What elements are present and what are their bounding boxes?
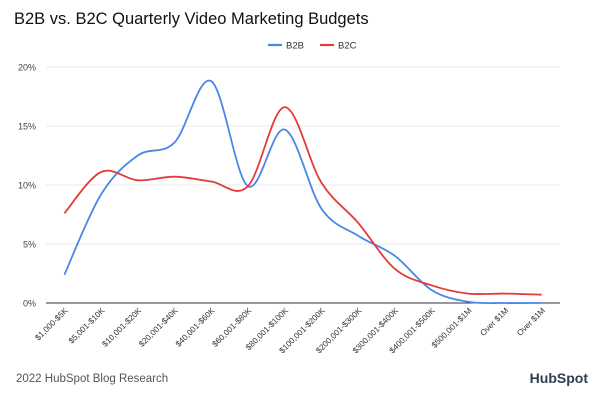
y-tick-label: 15%	[18, 122, 36, 132]
chart-title: B2B vs. B2C Quarterly Video Marketing Bu…	[14, 10, 369, 28]
series-line-b2b	[63, 79, 542, 305]
line-chart: 0%5%10%15%20%$1,000-$5K$5,001-$10K$10,00…	[18, 41, 560, 355]
y-tick-label: 20%	[18, 63, 36, 73]
x-tick-label: Over $1M	[479, 306, 511, 338]
hubspot-logo: HubSpot	[529, 370, 588, 386]
legend-label-b2c: B2C	[338, 41, 357, 52]
x-tick-label: Over $1M	[515, 306, 547, 338]
y-tick-label: 0%	[23, 299, 36, 309]
legend-label-b2b: B2B	[286, 41, 304, 52]
y-tick-label: 5%	[23, 240, 36, 250]
x-tick-label: $5,001-$10K	[67, 306, 107, 346]
source-caption: 2022 HubSpot Blog Research	[16, 373, 169, 385]
y-tick-label: 10%	[18, 181, 36, 191]
series-line-b2c	[63, 106, 542, 296]
x-tick-label: $1,000-$5K	[33, 306, 70, 343]
